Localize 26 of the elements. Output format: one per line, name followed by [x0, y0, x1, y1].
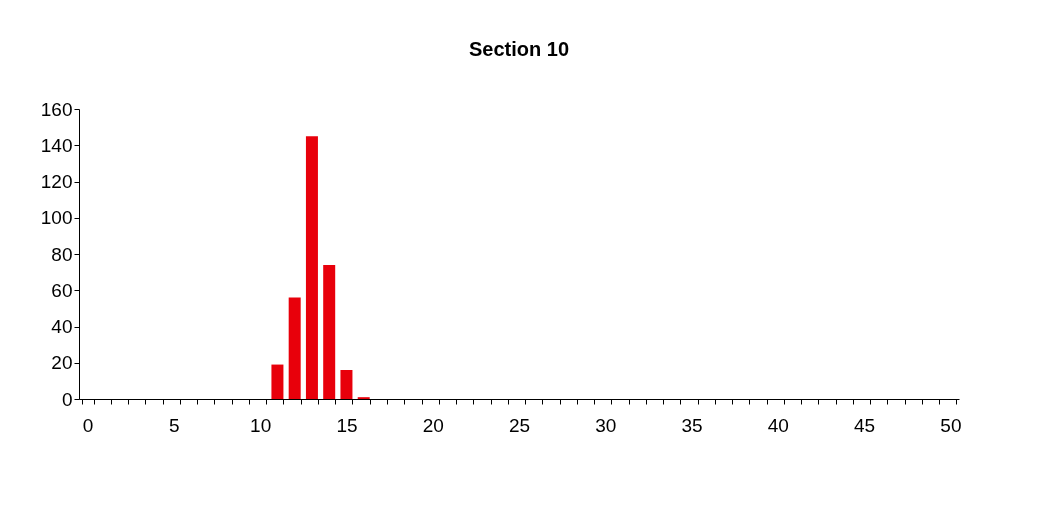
x-tick-label: 45 [854, 414, 876, 436]
x-tick-label: 30 [595, 414, 617, 436]
x-tick-label: 50 [940, 414, 962, 436]
x-tick-label: 40 [767, 414, 789, 436]
x-tick-label: 25 [508, 414, 531, 436]
bar [340, 370, 353, 399]
bar [288, 297, 301, 399]
y-tick-label: 80 [51, 243, 73, 265]
y-tick-label: 60 [51, 279, 73, 301]
x-tick-label: 0 [82, 414, 94, 436]
y-tick-label: 0 [61, 388, 73, 410]
y-tick-label: 160 [40, 98, 73, 120]
bar [305, 136, 318, 399]
bar [271, 364, 284, 399]
y-tick-label: 100 [40, 207, 73, 229]
x-tick-label: 20 [422, 414, 444, 436]
y-tick-label: 120 [40, 171, 73, 192]
y-tick-label: 40 [51, 316, 73, 337]
bar [323, 264, 336, 399]
x-tick-label: 35 [681, 414, 703, 436]
y-tick-label: 140 [40, 134, 73, 156]
y-tick-label: 20 [51, 352, 73, 374]
chart-title: Section 10 [468, 38, 570, 60]
x-tick-label: 15 [336, 414, 358, 436]
x-tick-label: 10 [250, 414, 272, 436]
x-tick-label: 5 [169, 414, 180, 436]
